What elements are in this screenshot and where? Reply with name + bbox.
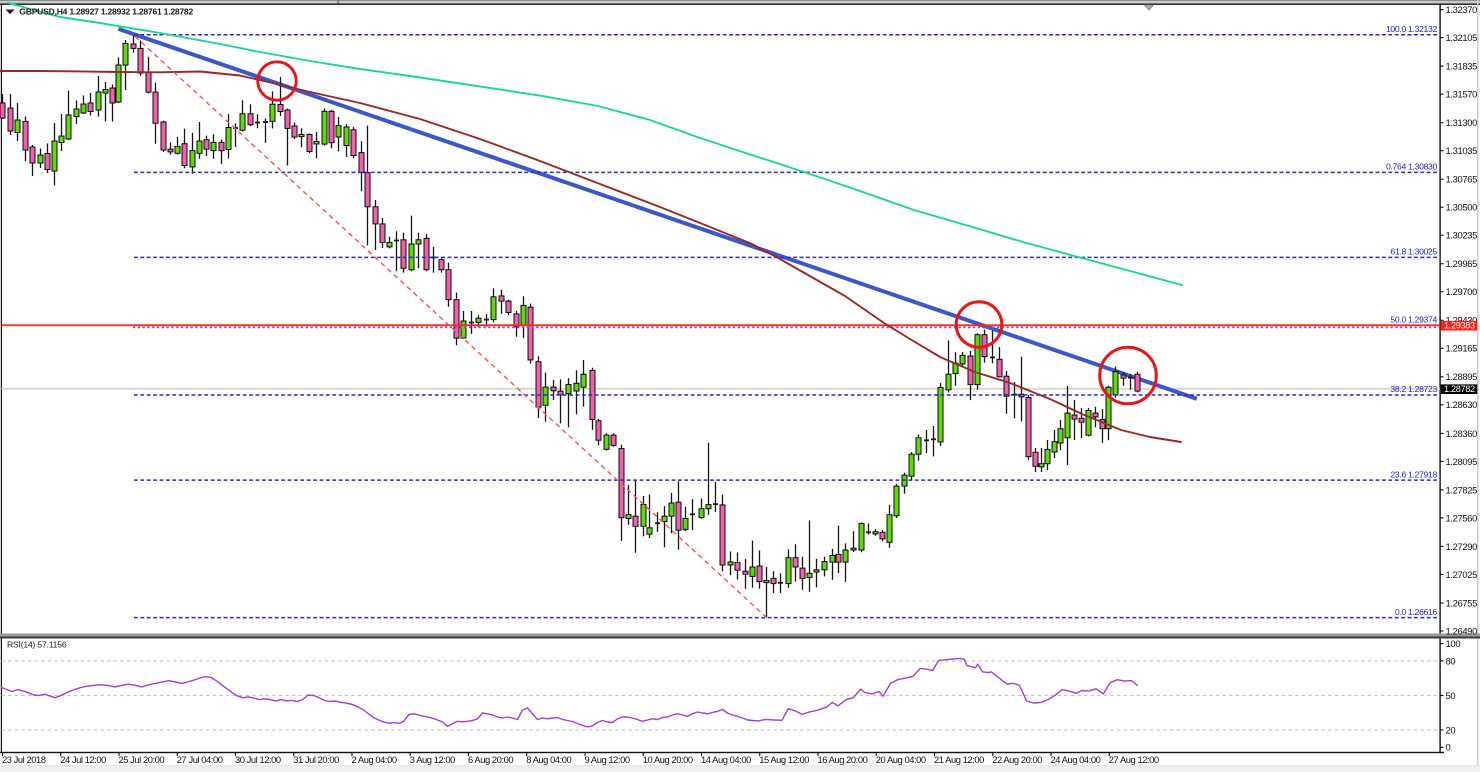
svg-text:1.31035: 1.31035 <box>1446 145 1478 156</box>
svg-text:31 Jul 20:00: 31 Jul 20:00 <box>293 754 339 765</box>
svg-text:23 Jul 2018: 23 Jul 2018 <box>2 754 46 765</box>
svg-text:RSI(14) 57.1156: RSI(14) 57.1156 <box>7 640 67 650</box>
svg-text:1.27290: 1.27290 <box>1446 541 1478 552</box>
svg-text:1.29700: 1.29700 <box>1446 286 1478 297</box>
svg-text:1.30235: 1.30235 <box>1446 230 1478 241</box>
svg-text:1.28095: 1.28095 <box>1446 456 1478 467</box>
svg-text:27 Jul 04:00: 27 Jul 04:00 <box>177 754 223 765</box>
svg-text:1.27825: 1.27825 <box>1446 484 1478 495</box>
svg-text:16 Aug 20:00: 16 Aug 20:00 <box>818 754 868 765</box>
svg-text:14 Aug 04:00: 14 Aug 04:00 <box>701 754 751 765</box>
svg-text:1.32105: 1.32105 <box>1446 32 1478 43</box>
svg-text:2 Aug 04:00: 2 Aug 04:00 <box>352 754 397 765</box>
svg-text:6 Aug 20:00: 6 Aug 20:00 <box>468 754 513 765</box>
svg-text:1.28782: 1.28782 <box>1444 384 1475 394</box>
svg-text:1.30765: 1.30765 <box>1446 174 1478 185</box>
svg-text:20: 20 <box>1446 724 1456 735</box>
svg-text:61.8 1.30025: 61.8 1.30025 <box>1390 247 1437 257</box>
svg-text:21 Aug 12:00: 21 Aug 12:00 <box>934 754 984 765</box>
svg-text:50.0 1.29374: 50.0 1.29374 <box>1390 314 1437 324</box>
svg-text:15 Aug 12:00: 15 Aug 12:00 <box>759 754 809 765</box>
svg-text:8 Aug 04:00: 8 Aug 04:00 <box>526 754 571 765</box>
svg-text:50: 50 <box>1446 690 1456 701</box>
svg-text:9 Aug 12:00: 9 Aug 12:00 <box>585 754 630 765</box>
svg-text:27 Aug 12:00: 27 Aug 12:00 <box>1109 754 1159 765</box>
svg-text:30 Jul 12:00: 30 Jul 12:00 <box>235 754 281 765</box>
svg-text:1.28360: 1.28360 <box>1446 428 1478 439</box>
svg-text:80: 80 <box>1446 655 1456 666</box>
svg-text:100.0 1.32132: 100.0 1.32132 <box>1386 24 1438 34</box>
svg-text:10 Aug 20:00: 10 Aug 20:00 <box>643 754 693 765</box>
svg-text:1.26490: 1.26490 <box>1446 625 1478 636</box>
svg-text:1.29430: 1.29430 <box>1446 315 1478 326</box>
svg-text:1.29965: 1.29965 <box>1446 258 1478 269</box>
svg-text:24 Aug 04:00: 24 Aug 04:00 <box>1051 754 1101 765</box>
svg-text:100: 100 <box>1446 638 1461 649</box>
svg-text:1.31835: 1.31835 <box>1446 61 1478 72</box>
svg-text:20 Aug 04:00: 20 Aug 04:00 <box>876 754 926 765</box>
svg-text:1.27560: 1.27560 <box>1446 512 1478 523</box>
svg-text:24 Jul 12:00: 24 Jul 12:00 <box>60 754 106 765</box>
svg-text:GBPUSD,H4 1.28927 1.28932 1.2: GBPUSD,H4 1.28927 1.28932 1.28761 1.2878… <box>19 7 193 17</box>
svg-text:1.29165: 1.29165 <box>1446 343 1478 354</box>
svg-text:0.764 1.30830: 0.764 1.30830 <box>1386 162 1438 172</box>
svg-text:25 Jul 20:00: 25 Jul 20:00 <box>119 754 165 765</box>
svg-text:1.26755: 1.26755 <box>1446 597 1478 608</box>
svg-text:0: 0 <box>1446 742 1451 753</box>
svg-text:1.29383: 1.29383 <box>1444 321 1475 331</box>
svg-text:0.0 1.26616: 0.0 1.26616 <box>1395 607 1438 617</box>
svg-text:1.30500: 1.30500 <box>1446 202 1478 213</box>
svg-text:1.27025: 1.27025 <box>1446 569 1478 580</box>
svg-text:1.28630: 1.28630 <box>1446 399 1478 410</box>
svg-text:23.6 1.27918: 23.6 1.27918 <box>1390 469 1437 479</box>
svg-text:1.28895: 1.28895 <box>1446 371 1478 382</box>
svg-text:1.31300: 1.31300 <box>1446 117 1478 128</box>
svg-text:22 Aug 20:00: 22 Aug 20:00 <box>992 754 1042 765</box>
svg-text:1.31570: 1.31570 <box>1446 89 1478 100</box>
svg-text:1.32370: 1.32370 <box>1446 4 1478 15</box>
svg-text:38.2 1.28723: 38.2 1.28723 <box>1390 384 1437 394</box>
svg-text:3 Aug 12:00: 3 Aug 12:00 <box>410 754 455 765</box>
